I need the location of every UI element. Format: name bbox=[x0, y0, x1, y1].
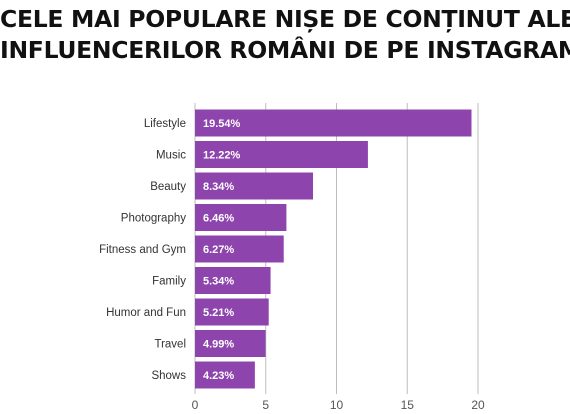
x-tick-label: 15 bbox=[401, 398, 415, 412]
bar bbox=[195, 204, 287, 231]
value-labels: 19.54% 12.22% 8.34% 6.46% 6.27% 5.34% 5.21% 4.9… bbox=[203, 118, 241, 382]
bar bbox=[195, 235, 284, 263]
title-line-2: INFLUENCERILOR ROMÂNI DE PE INSTAGRAM bbox=[0, 36, 570, 64]
data-label: 6.27% bbox=[203, 244, 234, 256]
category-label: Travel bbox=[154, 339, 186, 351]
x-tick-label: 10 bbox=[330, 398, 344, 412]
bar bbox=[195, 172, 314, 200]
x-tick-label: 5 bbox=[262, 398, 269, 412]
bar bbox=[195, 298, 269, 326]
bar bbox=[195, 141, 368, 168]
category-label: Beauty bbox=[150, 181, 186, 193]
data-label: 5.21% bbox=[203, 307, 234, 319]
category-label: Fitness and Gym bbox=[99, 244, 186, 256]
data-label: 12.22% bbox=[203, 150, 241, 162]
category-label: Humor and Fun bbox=[106, 307, 186, 319]
data-label: 5.34% bbox=[203, 276, 234, 288]
data-label: 4.99% bbox=[203, 339, 234, 351]
bar bbox=[195, 109, 472, 137]
data-label: 19.54% bbox=[203, 118, 241, 130]
bar bbox=[195, 330, 266, 357]
category-labels: Lifestyle Music Beauty Photography Fitness a… bbox=[99, 118, 186, 382]
x-tick-label: 20 bbox=[471, 398, 485, 412]
bar bbox=[195, 361, 255, 389]
title-line-1: CELE MAI POPULARE NIȘE DE CONȚINUT ALE bbox=[0, 5, 570, 33]
category-label: Lifestyle bbox=[144, 118, 186, 130]
category-label: Music bbox=[156, 150, 186, 162]
bar bbox=[195, 267, 271, 294]
x-tick-label: 0 bbox=[192, 398, 199, 412]
category-label: Shows bbox=[151, 370, 186, 382]
bars bbox=[195, 109, 472, 389]
data-label: 8.34% bbox=[203, 181, 234, 193]
chart-title: CELE MAI POPULARE NIȘE DE CONȚINUT ALE I… bbox=[0, 4, 570, 66]
data-label: 4.23% bbox=[203, 370, 234, 382]
category-label: Family bbox=[152, 276, 186, 288]
data-label: 6.46% bbox=[203, 213, 234, 225]
category-label: Photography bbox=[121, 213, 186, 225]
x-axis-ticks: 0 5 10 15 20 bbox=[192, 398, 485, 412]
